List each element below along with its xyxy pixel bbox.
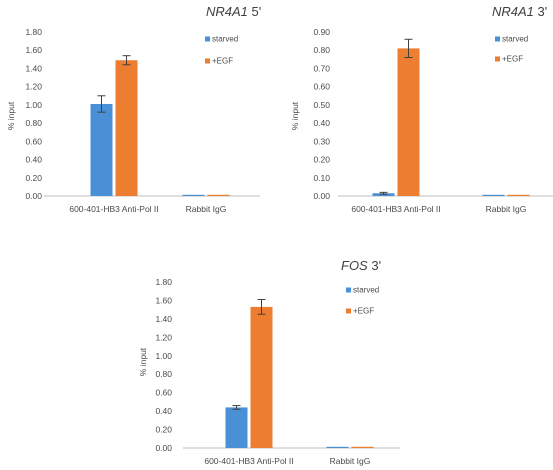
legend-swatch-starved bbox=[346, 287, 351, 293]
y-tick-label: 0.80 bbox=[155, 369, 172, 379]
y-tick-label: 0.10 bbox=[313, 173, 330, 183]
y-tick-label: 1.40 bbox=[25, 63, 42, 73]
legend-label: starved bbox=[212, 35, 238, 44]
bar-egf-1 bbox=[351, 446, 374, 448]
legend-swatch-starved bbox=[205, 36, 210, 42]
y-tick-label: 1.60 bbox=[155, 295, 172, 305]
y-tick-label: 0.60 bbox=[25, 136, 42, 146]
y-tick-label: 0.80 bbox=[25, 118, 42, 128]
chart-panel-1: 0.00 0.20 0.40 0.60 0.80 1.00 1.20 1.40 1.60 1.80… bbox=[6, 4, 261, 214]
legend-swatch-egf bbox=[346, 308, 351, 314]
legend-label: +EGF bbox=[353, 307, 374, 316]
chart-title-suffix: 5' bbox=[248, 4, 261, 19]
y-tick-label: 0.40 bbox=[313, 118, 330, 128]
y-tick-label: 0.30 bbox=[313, 136, 330, 146]
y-tick-label: 1.00 bbox=[25, 100, 42, 110]
y-tick-label: 1.20 bbox=[155, 332, 172, 342]
chart-title-gene: FOS bbox=[341, 258, 368, 273]
legend-label: starved bbox=[502, 35, 528, 44]
chart-title-gene: NR4A1 bbox=[206, 4, 248, 19]
legend-swatch-egf bbox=[205, 58, 210, 64]
y-tick-label: 0.20 bbox=[155, 425, 172, 435]
chart-title-suffix: 3' bbox=[368, 258, 381, 273]
bar-starved-1 bbox=[182, 194, 205, 196]
legend-label: +EGF bbox=[502, 55, 523, 64]
y-tick-label: 0.70 bbox=[313, 63, 330, 73]
chart-title-suffix: 3' bbox=[534, 4, 547, 19]
chart-panel-2: 0.00 0.10 0.20 0.30 0.40 0.50 0.60 0.70 0.80 0.90… bbox=[290, 4, 553, 214]
y-axis-label: % input bbox=[138, 347, 148, 376]
y-tick-label: 0.00 bbox=[155, 443, 172, 453]
y-tick-label: 0.20 bbox=[313, 155, 330, 165]
y-axis-label: % input bbox=[290, 101, 300, 130]
y-tick-label: 0.60 bbox=[155, 388, 172, 398]
chart-title: NR4A1 3' bbox=[492, 4, 547, 19]
bar-egf-1 bbox=[507, 194, 530, 196]
category-label: Rabbit IgG bbox=[186, 204, 227, 214]
category-label: 600-401-HB3 Anti-Pol II bbox=[69, 204, 158, 214]
chart-title-gene: NR4A1 bbox=[492, 4, 534, 19]
category-label: 600-401-HB3 Anti-Pol II bbox=[351, 204, 440, 214]
legend-label: +EGF bbox=[212, 57, 233, 66]
y-tick-label: 0.00 bbox=[313, 191, 330, 201]
y-tick-label: 1.00 bbox=[155, 351, 172, 361]
category-label: Rabbit IgG bbox=[486, 204, 527, 214]
y-tick-label: 1.40 bbox=[155, 314, 172, 324]
legend-label: starved bbox=[353, 286, 379, 295]
y-axis-label: % input bbox=[6, 101, 16, 130]
y-tick-label: 0.90 bbox=[313, 27, 330, 37]
bar-starved-0 bbox=[90, 103, 113, 196]
bar-starved-1 bbox=[326, 446, 349, 448]
y-tick-label: 0.20 bbox=[25, 173, 42, 183]
bar-starved-1 bbox=[482, 194, 505, 196]
y-tick-label: 1.20 bbox=[25, 82, 42, 92]
y-tick-label: 0.50 bbox=[313, 100, 330, 110]
y-tick-label: 0.60 bbox=[313, 82, 330, 92]
chart-panel-3: 0.00 0.20 0.40 0.60 0.80 1.00 1.20 1.40 1.60 1.80… bbox=[138, 258, 400, 466]
y-tick-label: 0.80 bbox=[313, 45, 330, 55]
bar-egf-0 bbox=[115, 60, 138, 196]
legend-swatch-starved bbox=[495, 36, 500, 42]
y-tick-label: 0.00 bbox=[25, 191, 42, 201]
y-tick-label: 1.80 bbox=[155, 277, 172, 287]
y-tick-label: 0.40 bbox=[25, 155, 42, 165]
bar-egf-0 bbox=[250, 306, 273, 448]
chart-title: FOS 3' bbox=[341, 258, 381, 273]
category-label: 600-401-HB3 Anti-Pol II bbox=[204, 456, 293, 466]
bar-egf-1 bbox=[207, 194, 230, 196]
y-tick-label: 1.80 bbox=[25, 27, 42, 37]
bar-egf-0 bbox=[397, 48, 420, 197]
chart-title: NR4A1 5' bbox=[206, 4, 261, 19]
y-tick-label: 0.40 bbox=[155, 406, 172, 416]
legend-swatch-egf bbox=[495, 56, 500, 62]
bar-starved-0 bbox=[225, 407, 248, 448]
y-tick-label: 1.60 bbox=[25, 45, 42, 55]
category-label: Rabbit IgG bbox=[330, 456, 371, 466]
